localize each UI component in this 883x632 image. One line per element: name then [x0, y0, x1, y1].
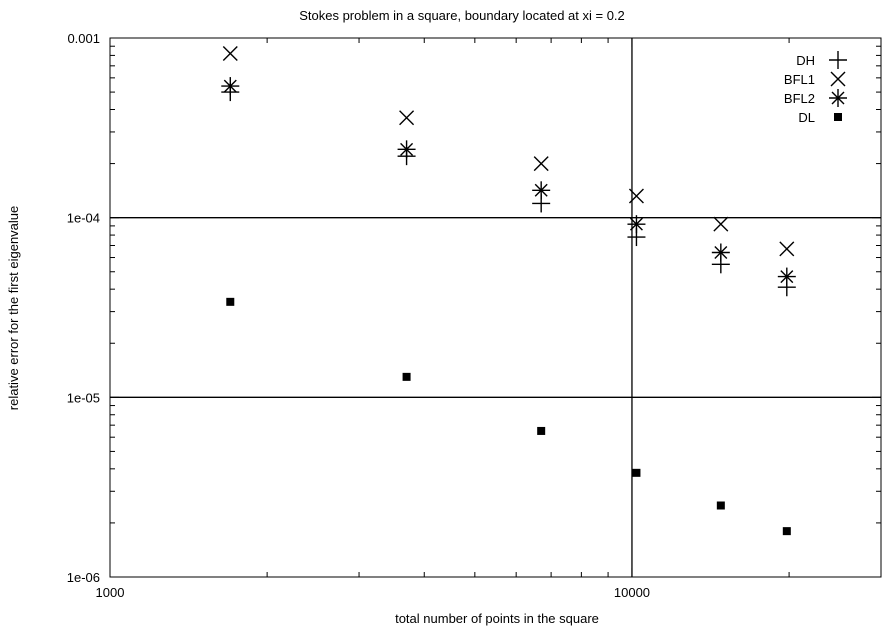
chart-title: Stokes problem in a square, boundary loc…: [299, 8, 625, 23]
legend-marker-dh: [829, 51, 847, 69]
point-bfl1-1: [399, 110, 415, 126]
grid-lines: [110, 38, 881, 577]
point-bfl2-2: [532, 181, 551, 200]
legend-marker-bfl2: [829, 89, 847, 107]
legend-label-dh: DH: [796, 53, 815, 68]
plot-frame: [109, 37, 882, 578]
point-dl-2: [537, 426, 546, 435]
legend-label-bfl1: BFL1: [784, 72, 815, 87]
point-dl-3: [632, 468, 641, 477]
point-dl-1: [402, 372, 411, 381]
legend-marker-dl: [834, 113, 842, 121]
legend: DH BFL1 BFL2 DL: [784, 51, 847, 125]
point-bfl1-4: [713, 216, 729, 232]
axis-ticks: [109, 37, 882, 578]
x-axis-label: total number of points in the square: [395, 611, 599, 626]
y-tick-label-1: 1e-05: [67, 390, 100, 405]
point-bfl1-0: [222, 45, 238, 61]
point-dl-4: [716, 501, 725, 510]
data-points: [221, 45, 796, 536]
y-tick-label-3: 0.001: [67, 31, 100, 46]
point-dl-5: [782, 527, 791, 536]
point-bfl1-5: [779, 241, 795, 257]
y-tick-label-0: 1e-06: [67, 570, 100, 585]
legend-label-bfl2: BFL2: [784, 91, 815, 106]
y-tick-label-2: 1e-04: [67, 211, 100, 226]
point-bfl2-4: [711, 243, 730, 262]
point-bfl2-3: [627, 215, 646, 234]
legend-marker-bfl1: [830, 71, 846, 87]
x-tick-label-0: 1000: [96, 585, 125, 600]
tick-labels: 1000 10000 1e-06 1e-05 1e-04 0.001: [67, 31, 650, 600]
point-bfl2-1: [397, 140, 416, 159]
y-axis-label: relative error for the first eigenvalue: [6, 206, 21, 410]
point-bfl2-5: [777, 267, 796, 286]
x-tick-label-1: 10000: [614, 585, 650, 600]
point-dl-0: [226, 297, 235, 306]
point-bfl2-0: [221, 77, 240, 96]
point-bfl1-3: [628, 188, 644, 204]
legend-label-dl: DL: [798, 110, 815, 125]
point-bfl1-2: [533, 156, 549, 172]
